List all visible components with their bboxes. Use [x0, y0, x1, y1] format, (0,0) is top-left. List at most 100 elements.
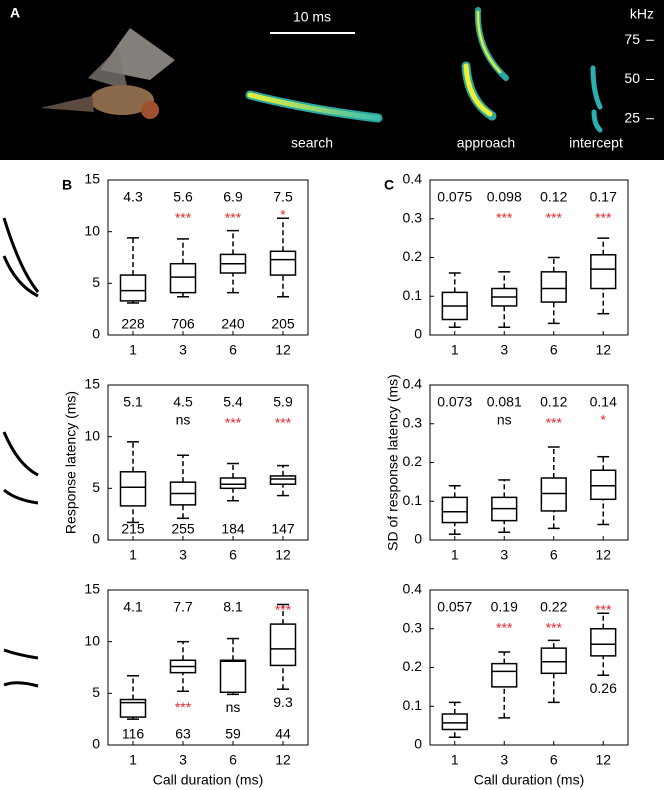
mean-label: 0.057: [437, 599, 472, 615]
box: [540, 477, 567, 512]
significance-label: ***: [275, 602, 292, 618]
y-tick-label: 0.2: [403, 248, 423, 264]
x-tick-label: 12: [595, 752, 611, 768]
x-tick-label: 1: [129, 342, 137, 358]
x-tick-label: 3: [179, 752, 187, 768]
mean-label: 7.7: [173, 599, 193, 615]
y-tick-label: 10: [84, 222, 100, 238]
box: [540, 271, 567, 303]
n-label: 215: [121, 521, 145, 537]
y-tick-label: 0.3: [403, 619, 423, 635]
box: [119, 274, 147, 302]
significance-label: ***: [546, 620, 563, 636]
mean-label: 6.9: [223, 189, 243, 205]
n-label: 59: [225, 726, 241, 742]
y-tick-label: 15: [84, 376, 100, 392]
axes-frame: [107, 589, 309, 746]
bat-illustration: [40, 28, 175, 119]
axes-frame: [107, 179, 309, 336]
y-tick-label: 0: [414, 531, 422, 547]
y-tick-label: 0: [414, 736, 422, 752]
box: [219, 659, 247, 694]
x-axis-label: Call duration (ms): [474, 772, 584, 788]
freq-unit: kHz: [630, 6, 654, 22]
significance-label: ***: [496, 210, 513, 226]
n-label: 44: [275, 726, 291, 742]
mean-label: 4.3: [123, 189, 143, 205]
mean-label: 0.14: [590, 394, 617, 410]
y-tick-label: 5: [92, 684, 100, 700]
panel-label: B: [62, 177, 72, 193]
call-label: intercept: [569, 135, 623, 151]
box: [590, 254, 617, 290]
x-tick-label: 1: [451, 342, 459, 358]
y-tick-label: 0: [92, 531, 100, 547]
significance-label: ***: [595, 210, 612, 226]
y-tick-label: 0.4: [403, 171, 423, 187]
mean-label: 0.081: [487, 394, 522, 410]
mean-label: 0.26: [590, 680, 617, 696]
box: [590, 469, 617, 501]
n-label: 255: [171, 521, 195, 537]
box: [441, 713, 468, 731]
x-tick-label: 3: [500, 547, 508, 563]
y-tick-label: 0: [92, 736, 100, 752]
call-icons: [2, 217, 40, 688]
x-tick-label: 3: [500, 752, 508, 768]
box: [590, 628, 617, 657]
mean-label: 4.1: [123, 599, 143, 615]
mean-label: 0.17: [590, 189, 617, 205]
scale-bar-label: 10 ms: [293, 9, 331, 25]
freq-tick-label: 75: [624, 31, 640, 47]
n-label: 184: [221, 521, 245, 537]
y-tick-label: 0.2: [403, 453, 423, 469]
mean-label: 0.073: [437, 394, 472, 410]
x-tick-label: 12: [275, 752, 291, 768]
y-tick-label: 15: [84, 581, 100, 597]
box: [119, 471, 147, 507]
mean-label: 0.22: [540, 599, 567, 615]
freq-tick-label: 25: [624, 109, 640, 125]
spectrogram: [245, 7, 603, 133]
x-tick-label: 3: [179, 342, 187, 358]
significance-label: ***: [275, 415, 292, 431]
x-tick-label: 12: [275, 547, 291, 563]
panel-label: A: [10, 5, 20, 21]
x-tick-label: 12: [275, 342, 291, 358]
mean-label: 5.9: [273, 394, 293, 410]
significance-label: ***: [595, 602, 612, 618]
box: [119, 698, 147, 718]
n-label: 63: [175, 726, 191, 742]
significance-label: ***: [546, 210, 563, 226]
x-axis-label: Call duration (ms): [153, 772, 263, 788]
x-tick-label: 6: [229, 547, 237, 563]
mean-label: 5.4: [223, 394, 243, 410]
significance-label: ***: [175, 699, 192, 715]
y-tick-label: 0.1: [403, 492, 423, 508]
mean-label: 5.1: [123, 394, 143, 410]
box: [269, 623, 297, 667]
x-tick-label: 3: [500, 342, 508, 358]
x-tick-label: 3: [179, 547, 187, 563]
n-label: 116: [122, 726, 145, 742]
panel-label: C: [384, 177, 394, 193]
x-tick-label: 6: [550, 752, 558, 768]
significance-label: ns: [497, 412, 512, 428]
x-tick-label: 12: [595, 547, 611, 563]
x-tick-label: 12: [595, 342, 611, 358]
box: [540, 647, 567, 675]
x-tick-label: 6: [229, 752, 237, 768]
significance-label: *: [601, 412, 607, 428]
y-tick-label: 0: [414, 326, 422, 342]
y-tick-label: 10: [84, 632, 100, 648]
x-tick-label: 6: [550, 342, 558, 358]
call-label: approach: [457, 135, 515, 151]
box: [441, 496, 468, 524]
mean-label: 4.5: [173, 394, 193, 410]
significance-label: ***: [496, 620, 513, 636]
axes-frame: [107, 384, 309, 541]
n-label: 240: [221, 316, 245, 332]
x-tick-label: 1: [451, 752, 459, 768]
freq-tick-label: 50: [624, 70, 640, 86]
y-tick-label: 0.1: [403, 287, 423, 303]
